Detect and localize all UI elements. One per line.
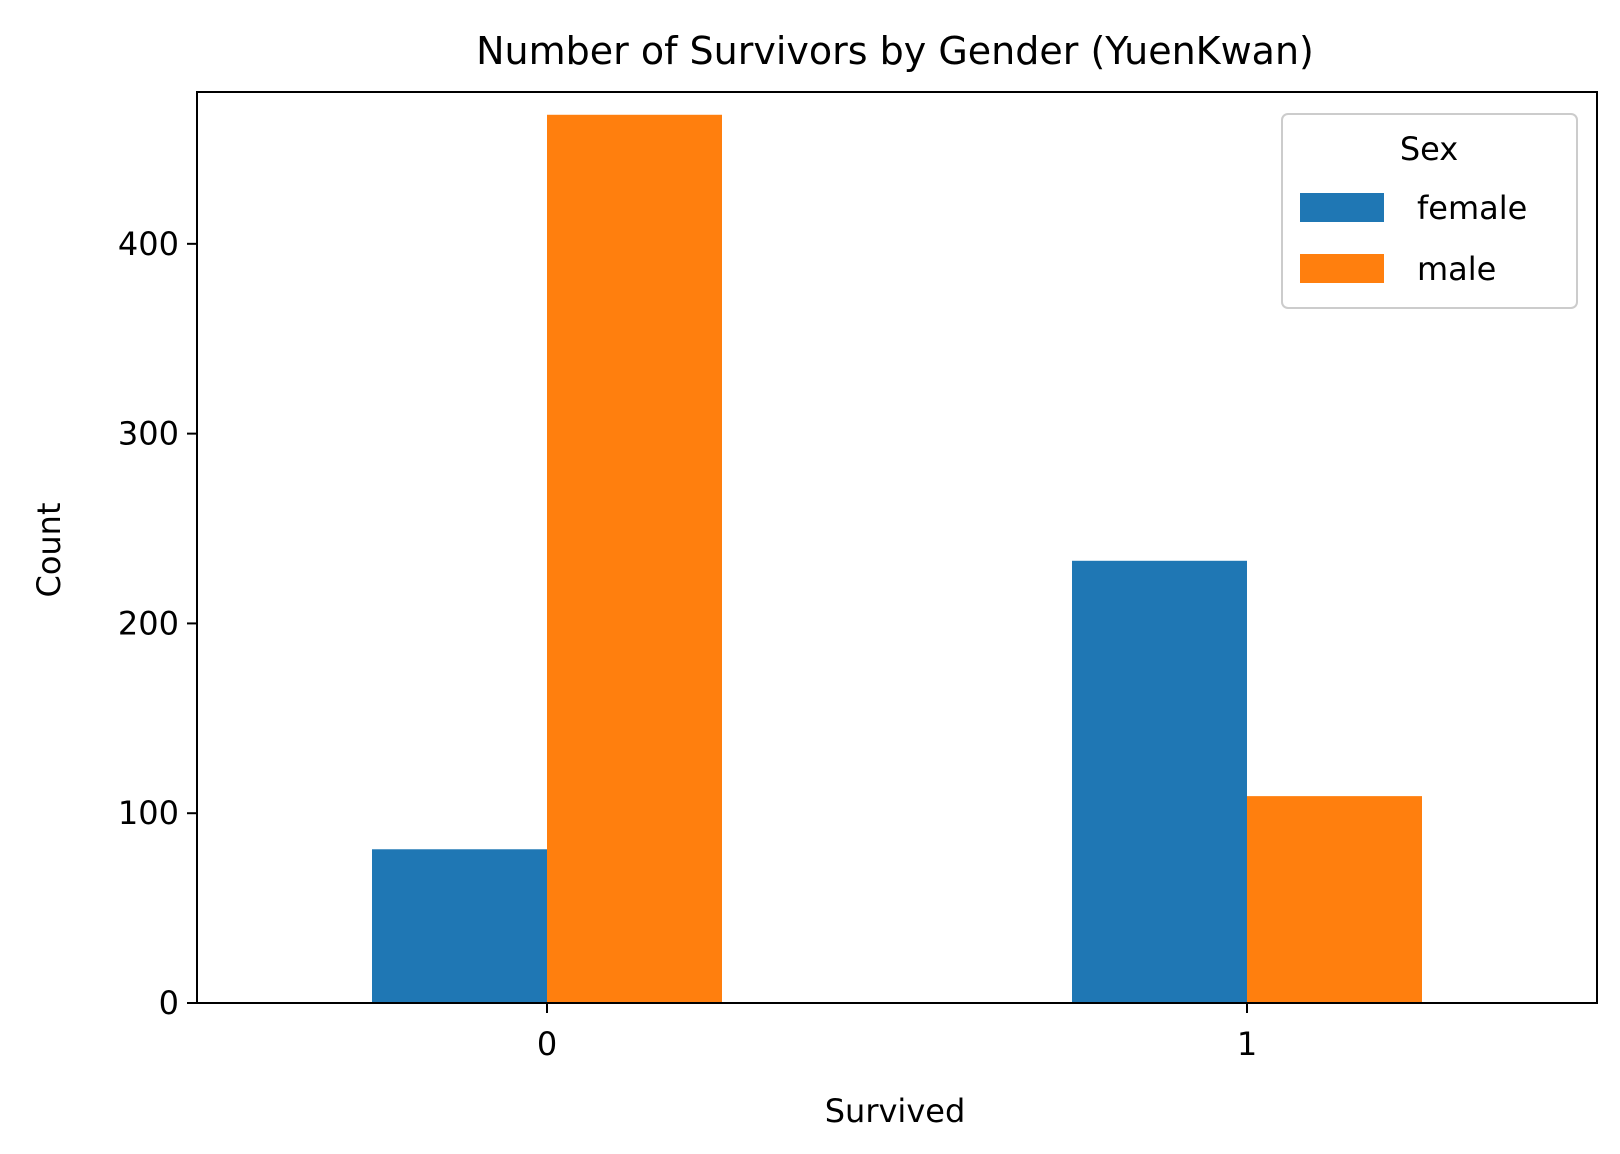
legend-title: Sex (1400, 130, 1458, 168)
bar-female-1 (1072, 560, 1247, 1003)
y-axis: 0 100 200 300 400 (118, 225, 197, 1022)
y-tick-label: 300 (118, 415, 179, 453)
legend-label-female: female (1417, 189, 1527, 227)
legend-label-male: male (1417, 250, 1496, 288)
x-axis-label: Survived (825, 1092, 966, 1130)
y-tick-label: 400 (118, 225, 179, 263)
y-tick-label: 0 (159, 984, 179, 1022)
x-tick-label: 1 (1237, 1025, 1257, 1063)
legend-items: female male (1300, 189, 1527, 288)
legend-swatch-male (1300, 254, 1384, 283)
bar-male-0 (547, 114, 722, 1003)
y-axis-label: Count (30, 502, 68, 597)
x-tick-label: 0 (537, 1025, 557, 1063)
legend-swatch-female (1300, 193, 1384, 222)
bars-group (372, 114, 1422, 1003)
y-tick-label: 100 (118, 794, 179, 832)
y-tick-label: 200 (118, 604, 179, 642)
bar-male-1 (1247, 796, 1422, 1003)
chart-title: Number of Survivors by Gender (YuenKwan) (476, 29, 1314, 73)
bar-female-0 (372, 849, 547, 1003)
legend: Sex female male (1281, 113, 1578, 309)
plot-frame (196, 91, 1598, 1004)
